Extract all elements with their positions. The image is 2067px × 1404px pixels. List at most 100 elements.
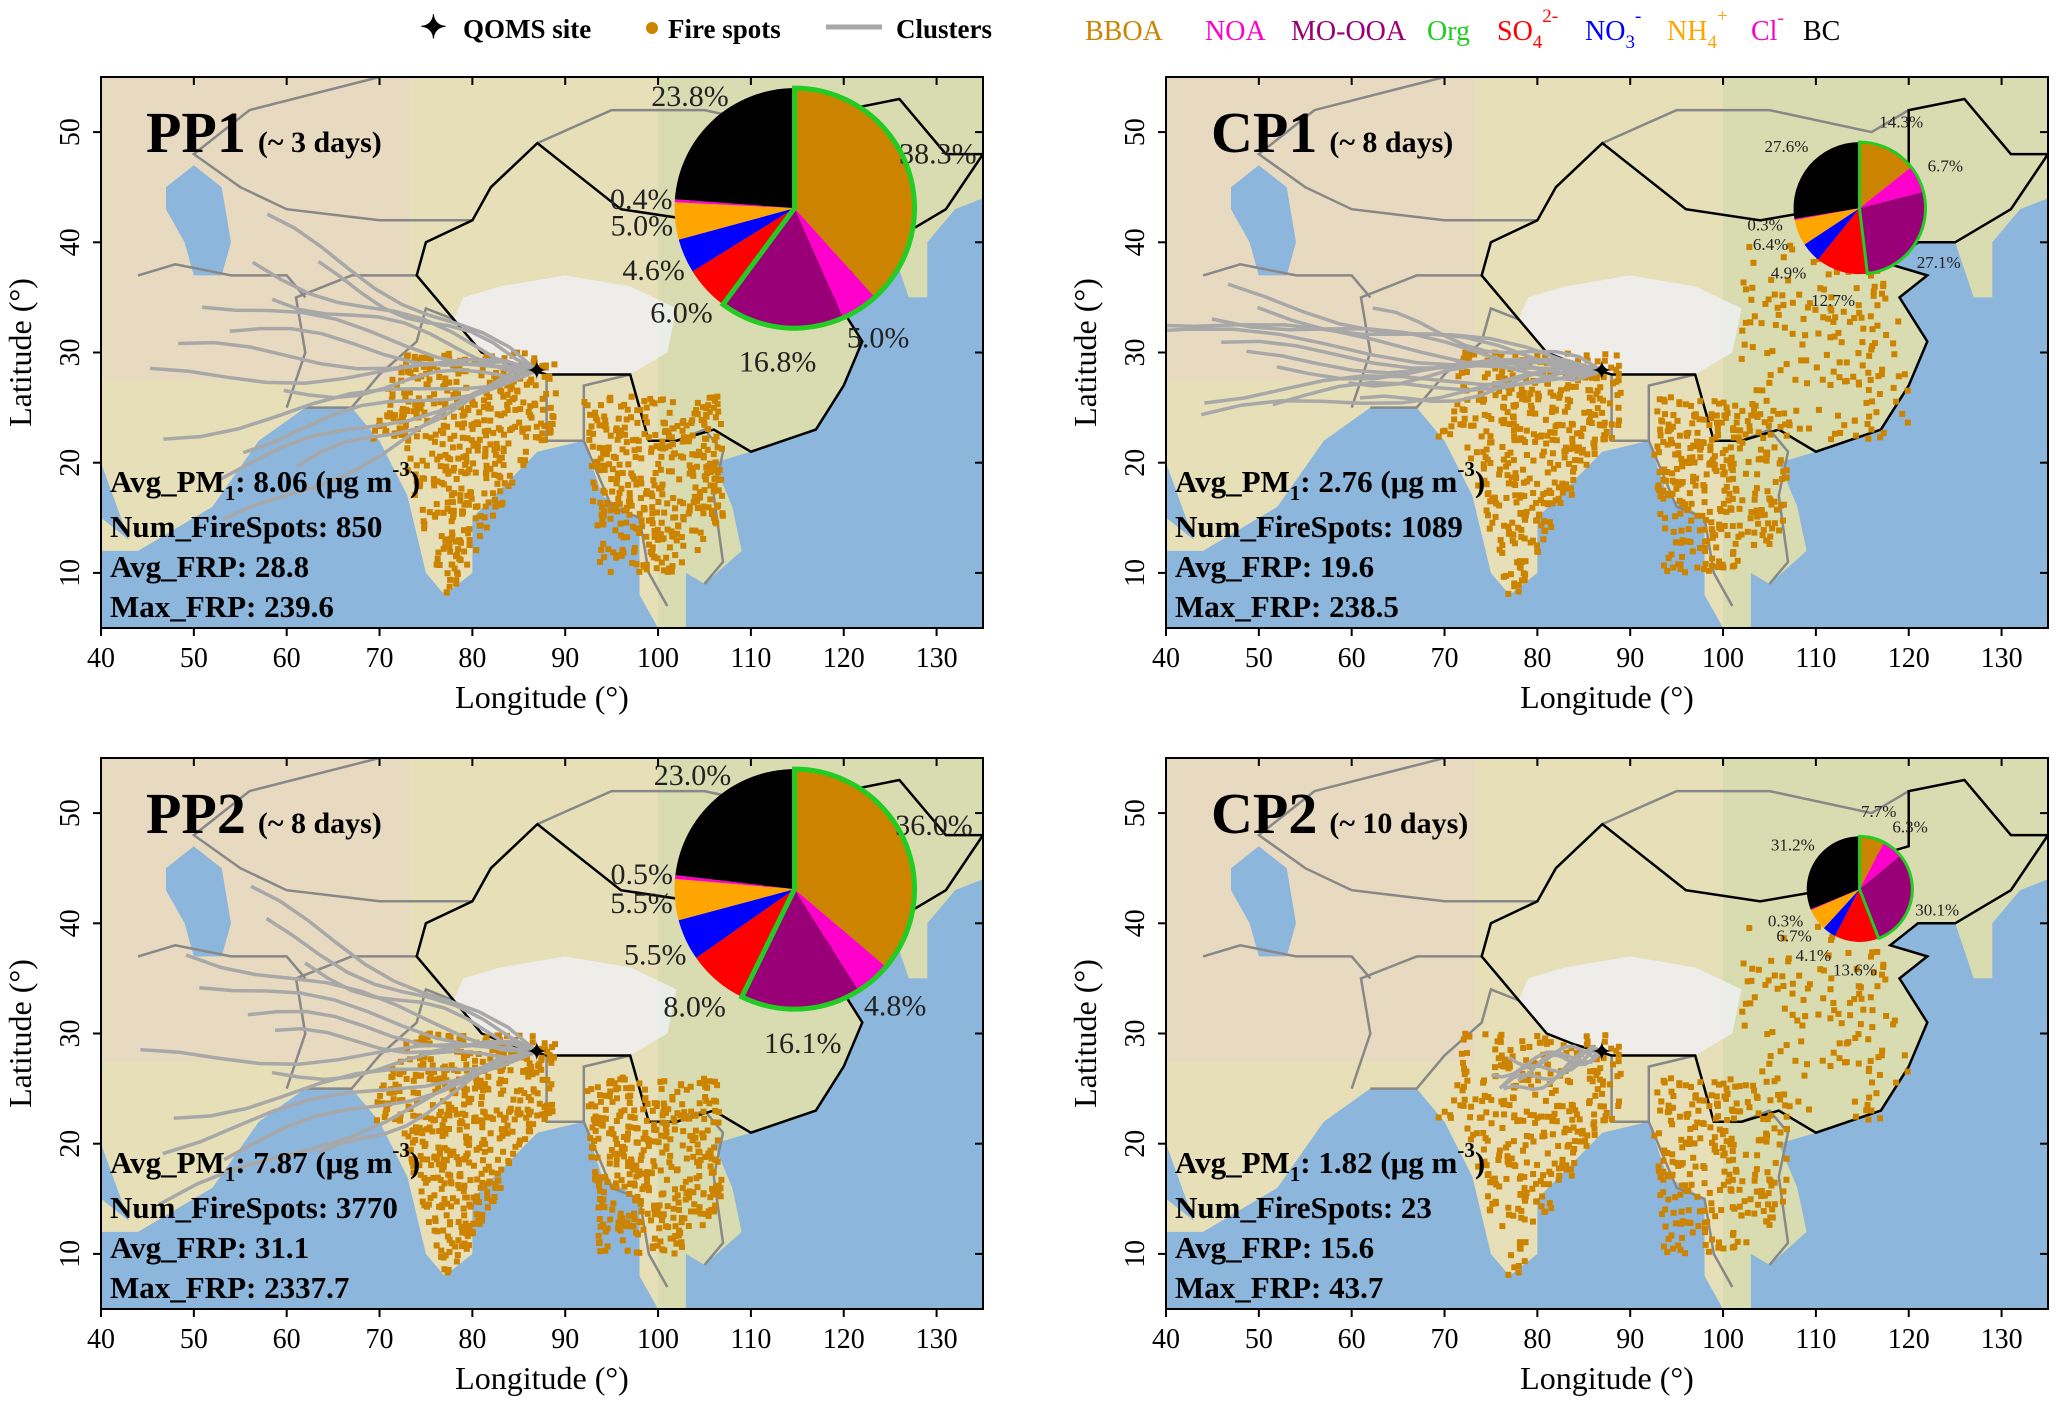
fire-spot (1546, 500, 1553, 507)
fire-spot (705, 402, 712, 409)
panel-name: PP1 (146, 100, 246, 165)
fire-spot (1711, 461, 1718, 468)
fire-spot (1802, 332, 1809, 339)
fire-spot (669, 533, 676, 540)
fire-spot (686, 1115, 693, 1122)
fire-spot (1796, 972, 1803, 979)
fire-spot (481, 453, 488, 460)
fire-spot (615, 415, 622, 422)
fire-spot (435, 549, 442, 556)
fire-spot (453, 1258, 460, 1265)
fire-spot (1694, 429, 1701, 436)
fire-spot (1779, 1198, 1786, 1205)
fire-spot (1736, 1186, 1743, 1193)
x-tick-label: 50 (180, 1324, 208, 1355)
fire-spot (654, 1242, 661, 1249)
fire-spot (1836, 374, 1843, 381)
fire-spot (1772, 1159, 1779, 1166)
fire-spot (703, 1097, 710, 1104)
fire-spot (1594, 387, 1601, 394)
fire-spot (626, 1190, 633, 1197)
fire-spot (677, 1229, 684, 1236)
pie-slice-cl (1810, 889, 1860, 911)
fire-spot (465, 530, 472, 537)
fire-spot (1568, 420, 1575, 427)
fire-spot (457, 497, 464, 504)
fire-spot (685, 1222, 692, 1229)
fire-spot (1566, 445, 1573, 452)
fire-spot (1539, 452, 1546, 459)
fire-spot (1678, 539, 1685, 546)
fire-spot (644, 1210, 651, 1217)
fire-spot (679, 438, 686, 445)
fire-spot (512, 406, 519, 413)
fire-spot (1505, 1204, 1512, 1211)
fire-spot (419, 1198, 426, 1205)
fire-spot (691, 451, 698, 458)
fire-spot (1728, 506, 1735, 513)
fire-spot (1481, 477, 1488, 484)
fire-spot (1763, 457, 1770, 464)
fire-spot (1447, 1114, 1454, 1121)
fire-spot (621, 1183, 628, 1190)
fire-spot (1713, 544, 1720, 551)
fire-spot (1541, 1208, 1548, 1215)
fire-spot (1683, 1111, 1690, 1118)
fire-spot (442, 403, 449, 410)
qoms-site-icon: ✦ (420, 9, 447, 45)
fire-spot (517, 406, 524, 413)
fire-spot (1511, 540, 1518, 547)
fire-spot (1730, 426, 1737, 433)
fire-spot (1837, 430, 1844, 437)
fire-spot (478, 1094, 485, 1101)
legend-component-cl: Cl- (1751, 8, 1784, 47)
fire-spot (674, 1110, 681, 1117)
fire-spot (414, 1098, 421, 1105)
fire-spot (1517, 510, 1524, 517)
fire-spot (710, 1119, 717, 1126)
fire-spot (382, 429, 389, 436)
fire-spot (1702, 1241, 1709, 1248)
x-tick-label: 80 (1523, 1324, 1551, 1355)
fire-spot (1583, 1142, 1590, 1149)
map: ✦ (101, 758, 983, 1309)
fire-spot (1587, 387, 1594, 394)
pie-slice-bboa (794, 769, 915, 967)
fire-spot (1508, 1155, 1515, 1162)
fire-spot (390, 1096, 397, 1103)
fire-spot (530, 1121, 537, 1128)
fire-spot (454, 571, 461, 578)
fire-spot (419, 475, 426, 482)
fire-spot (1675, 481, 1682, 488)
fire-spot (1521, 516, 1528, 523)
fire-spot (711, 482, 718, 489)
fire-spot (1869, 1079, 1876, 1086)
fire-spot (1508, 474, 1515, 481)
fire-spot (512, 1143, 519, 1150)
cluster-line (317, 260, 538, 373)
fire-spot (609, 488, 616, 495)
fire-spot (701, 487, 708, 494)
fire-spot (1738, 355, 1745, 362)
fire-spot (474, 447, 481, 454)
fire-spot (1518, 1214, 1525, 1221)
fire-spot (396, 1088, 403, 1095)
fire-spot (1583, 1033, 1590, 1040)
fire-spot (1499, 367, 1506, 374)
fire-spot (663, 1145, 670, 1152)
fire-spot (1783, 1113, 1790, 1120)
fire-spot (1599, 1090, 1606, 1097)
fire-spot (1561, 408, 1568, 415)
fire-spot (1749, 344, 1756, 351)
fire-spot (1546, 1181, 1553, 1188)
fire-spot (533, 1069, 540, 1076)
fire-spot (417, 481, 424, 488)
pie-label-cl: 0.3% (1747, 216, 1782, 235)
fire-spot (435, 1161, 442, 1168)
fire-spot (1711, 398, 1718, 405)
fire-spot (1727, 444, 1734, 451)
fire-spot (650, 1158, 657, 1165)
fire-spot (1784, 1125, 1791, 1132)
fire-spot (1517, 492, 1524, 499)
fire-spot (1542, 1097, 1549, 1104)
